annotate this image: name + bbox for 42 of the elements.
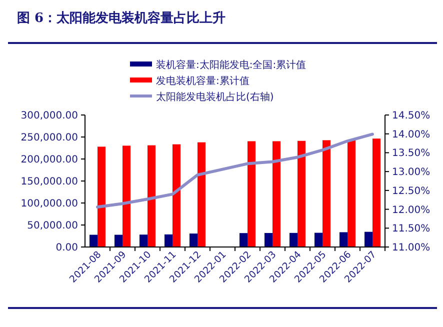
bar: [198, 142, 206, 247]
y2-tick-label: 13.50%: [392, 148, 430, 160]
bar: [148, 145, 156, 247]
y-tick-label: 250,000.00: [20, 132, 78, 144]
y-tick-label: 0.00: [56, 242, 78, 254]
y2-tick-label: 12.00%: [392, 204, 430, 216]
bar: [90, 234, 98, 247]
y2-tick-label: 14.00%: [392, 129, 430, 140]
bar: [164, 234, 172, 247]
bar: [122, 146, 130, 247]
legend-label: 太阳能发电装机占比(右轴): [156, 91, 274, 103]
y-tick-label: 150,000.00: [20, 176, 78, 188]
bar: [172, 144, 180, 247]
bar: [340, 232, 348, 247]
y2-tick-label: 11.00%: [392, 242, 430, 254]
y2-tick-label: 13.00%: [392, 167, 430, 178]
y-tick-label: 50,000.00: [27, 220, 78, 232]
bar: [240, 233, 248, 247]
bar: [322, 140, 330, 247]
y2-tick-label: 11.50%: [392, 224, 430, 235]
bar: [98, 146, 106, 247]
y-tick-label: 200,000.00: [20, 154, 78, 166]
legend-label: 装机容量:太阳能发电:全国:累计值: [156, 59, 306, 71]
y2-tick-label: 14.50%: [392, 110, 430, 122]
chart-title: 图 6：太阳能发电装机容量占比上升: [17, 10, 226, 26]
y-tick-label: 300,000.00: [20, 110, 78, 122]
bar: [348, 140, 356, 247]
bar: [272, 141, 280, 247]
bar: [114, 234, 122, 247]
bar: [372, 138, 380, 247]
line-series: [96, 132, 374, 209]
bar: [298, 140, 306, 247]
bar: [314, 232, 322, 247]
y-tick-label: 100,000.00: [20, 198, 78, 210]
bar: [290, 232, 298, 247]
bar: [190, 234, 198, 247]
legend-label: 发电装机容量:累计值: [156, 75, 250, 87]
bar: [364, 232, 372, 247]
y2-tick-label: 12.50%: [392, 186, 430, 197]
bar: [248, 141, 256, 247]
bar: [264, 233, 272, 247]
bar: [140, 234, 148, 247]
